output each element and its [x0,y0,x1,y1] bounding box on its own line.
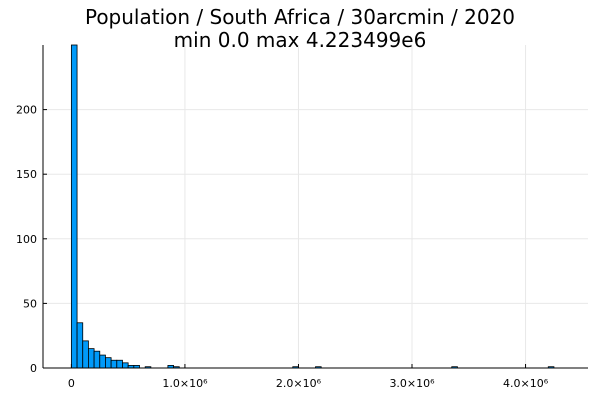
y-tick-label: 0 [30,362,37,375]
histogram-bar [105,357,112,369]
x-tick-label: 4.0×10⁶ [503,377,549,390]
axes-layer [42,45,588,369]
histogram-bar [122,362,129,369]
histogram-bar [76,322,84,369]
histogram-bar [93,350,101,369]
x-tick-label: 2.0×10⁶ [276,377,322,390]
histogram-bar [88,348,95,369]
chart-title: Population / South Africa / 30arcmin / 2… [84,5,516,29]
y-tick-label: 50 [23,297,37,310]
histogram-bar [99,354,106,369]
x-tick-label: 1.0×10⁶ [162,377,208,390]
histogram-bar [116,359,123,369]
tick-labels-layer: 0 50 100 150 200 0 1.0×10⁶ 2.0×10⁶ 3.0×10⁶ 4.0×10… [16,104,549,390]
x-tick-label: 0 [68,377,75,390]
y-tick-label: 100 [16,233,37,246]
grid-layer [43,45,588,369]
histogram-bar [110,359,118,369]
y-tick-label: 200 [16,104,37,117]
chart-subtitle: min 0.0 max 4.223499e6 [173,28,427,52]
bars-layer [70,44,555,369]
histogram-bar [70,44,78,369]
histogram-bar [82,340,89,369]
y-tick-label: 150 [16,168,37,181]
x-tick-label: 3.0×10⁶ [389,377,435,390]
